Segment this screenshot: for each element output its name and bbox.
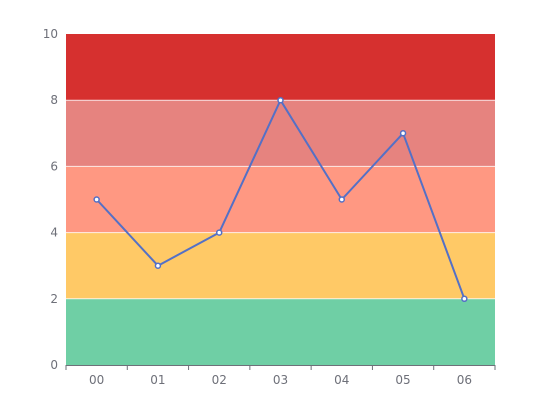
y-tick-label: 4 <box>50 226 58 240</box>
data-point[interactable] <box>215 229 223 236</box>
data-point[interactable] <box>93 196 100 203</box>
x-tick-label: 04 <box>334 373 349 387</box>
band-3 <box>66 100 495 167</box>
y-tick-label: 2 <box>50 292 58 306</box>
y-tick-label: 0 <box>50 358 58 372</box>
x-tick-label: 05 <box>395 373 410 387</box>
data-point[interactable] <box>277 96 284 104</box>
band-2 <box>66 166 495 233</box>
data-point[interactable] <box>338 196 346 203</box>
band-0 <box>66 298 495 365</box>
data-point[interactable] <box>399 130 407 137</box>
y-tick-label: 6 <box>50 159 58 173</box>
data-point[interactable] <box>154 262 162 269</box>
x-tick-label: 06 <box>457 373 472 387</box>
data-point[interactable] <box>461 295 468 303</box>
y-tick-label: 10 <box>43 27 58 41</box>
x-tick-label: 01 <box>150 373 165 387</box>
band-1 <box>66 232 495 299</box>
x-tick-label: 00 <box>89 373 104 387</box>
x-tick-label: 02 <box>212 373 227 387</box>
color-bands <box>66 34 495 365</box>
x-tick-label: 03 <box>273 373 288 387</box>
band-4 <box>66 34 495 101</box>
series-layer <box>93 96 468 303</box>
y-tick-label: 8 <box>50 93 58 107</box>
